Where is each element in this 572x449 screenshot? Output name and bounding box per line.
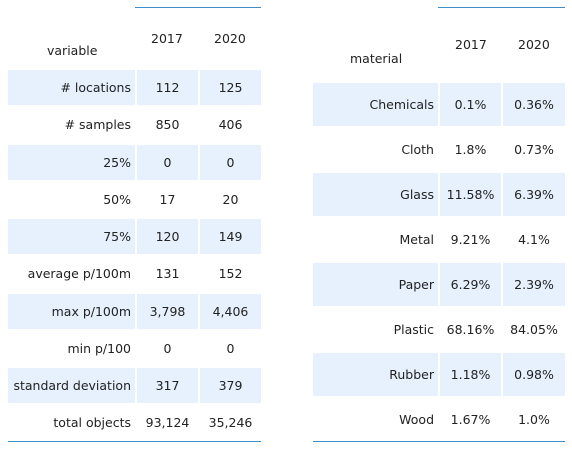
value-2017: 112 (135, 70, 198, 105)
variable-summary-table: variable 2017 2020 # locations 112 125 #… (8, 0, 261, 449)
row-label: Paper (313, 263, 438, 306)
row-label: total objects (53, 415, 131, 430)
value-2017: 120 (135, 219, 198, 254)
table-row: Rubber 1.18% 0.98% (313, 353, 565, 396)
value-2020: 0.73% (501, 128, 565, 171)
table-row: standard deviation 317 379 (8, 368, 261, 403)
header-material: material (350, 51, 403, 66)
value-2017: 3,798 (135, 294, 198, 329)
row-label: # samples (64, 117, 131, 132)
value-2020: 0 (198, 331, 261, 366)
value-2020: 6.39% (501, 173, 565, 216)
table-row: min p/100 0 0 (8, 331, 261, 366)
value-2020: 406 (198, 107, 261, 142)
header-2020: 2020 (518, 37, 550, 52)
row-label: average p/100m (27, 266, 131, 281)
value-2020: 4,406 (198, 294, 261, 329)
row-label: Metal (399, 232, 434, 247)
table-top-rule (438, 7, 565, 8)
value-2020: 0 (198, 145, 261, 180)
row-label: # locations (8, 70, 135, 105)
table-row: Metal 9.21% 4.1% (313, 218, 565, 261)
table-bottom-rule (313, 441, 565, 442)
row-label: 75% (8, 219, 135, 254)
row-label: 25% (8, 145, 135, 180)
table-row: total objects 93,124 35,246 (8, 405, 261, 440)
header-2017: 2017 (455, 37, 487, 52)
table-row: Glass 11.58% 6.39% (313, 173, 565, 216)
row-label: 50% (103, 192, 131, 207)
table-row: Wood 1.67% 1.0% (313, 398, 565, 441)
value-2017: 850 (135, 107, 198, 142)
row-label: Chemicals (313, 83, 438, 126)
value-2020: 152 (198, 256, 261, 291)
value-2017: 1.8% (438, 128, 501, 171)
row-label: Plastic (393, 322, 434, 337)
row-label: min p/100 (67, 341, 131, 356)
table-top-rule (135, 7, 261, 8)
value-2017: 6.29% (438, 263, 501, 306)
table-row: # samples 850 406 (8, 107, 261, 142)
table-row: average p/100m 131 152 (8, 256, 261, 291)
value-2020: 1.0% (501, 398, 565, 441)
value-2017: 68.16% (438, 308, 501, 351)
value-2017: 0 (135, 145, 198, 180)
header-2017: 2017 (151, 31, 183, 46)
table-row: # locations 112 125 (8, 70, 261, 105)
value-2020: 20 (198, 182, 261, 217)
value-2017: 17 (135, 182, 198, 217)
value-2017: 0 (135, 331, 198, 366)
table-row: Plastic 68.16% 84.05% (313, 308, 565, 351)
table-row: Chemicals 0.1% 0.36% (313, 83, 565, 126)
row-label: Rubber (313, 353, 438, 396)
row-label: max p/100m (8, 294, 135, 329)
table-row: 50% 17 20 (8, 182, 261, 217)
value-2017: 1.18% (438, 353, 501, 396)
header-2020: 2020 (214, 31, 246, 46)
value-2020: 2.39% (501, 263, 565, 306)
value-2017: 11.58% (438, 173, 501, 216)
header-variable: variable (47, 43, 98, 58)
table-row: Cloth 1.8% 0.73% (313, 128, 565, 171)
table-row: max p/100m 3,798 4,406 (8, 294, 261, 329)
value-2017: 9.21% (438, 218, 501, 261)
row-label: Wood (399, 412, 434, 427)
value-2020: 35,246 (198, 405, 261, 440)
table-row: 25% 0 0 (8, 145, 261, 180)
value-2020: 0.98% (501, 353, 565, 396)
value-2017: 0.1% (438, 83, 501, 126)
row-label: Glass (313, 173, 438, 216)
value-2020: 379 (198, 368, 261, 403)
value-2020: 4.1% (501, 218, 565, 261)
value-2017: 1.67% (438, 398, 501, 441)
value-2020: 0.36% (501, 83, 565, 126)
value-2017: 93,124 (135, 405, 198, 440)
row-label: Cloth (401, 142, 434, 157)
value-2020: 149 (198, 219, 261, 254)
value-2017: 131 (135, 256, 198, 291)
table-bottom-rule (8, 441, 261, 442)
value-2020: 125 (198, 70, 261, 105)
material-summary-table: material 2017 2020 Chemicals 0.1% 0.36% … (313, 0, 565, 449)
value-2020: 84.05% (501, 308, 565, 351)
value-2017: 317 (135, 368, 198, 403)
table-row: Paper 6.29% 2.39% (313, 263, 565, 306)
table-row: 75% 120 149 (8, 219, 261, 254)
row-label: standard deviation (8, 368, 135, 403)
